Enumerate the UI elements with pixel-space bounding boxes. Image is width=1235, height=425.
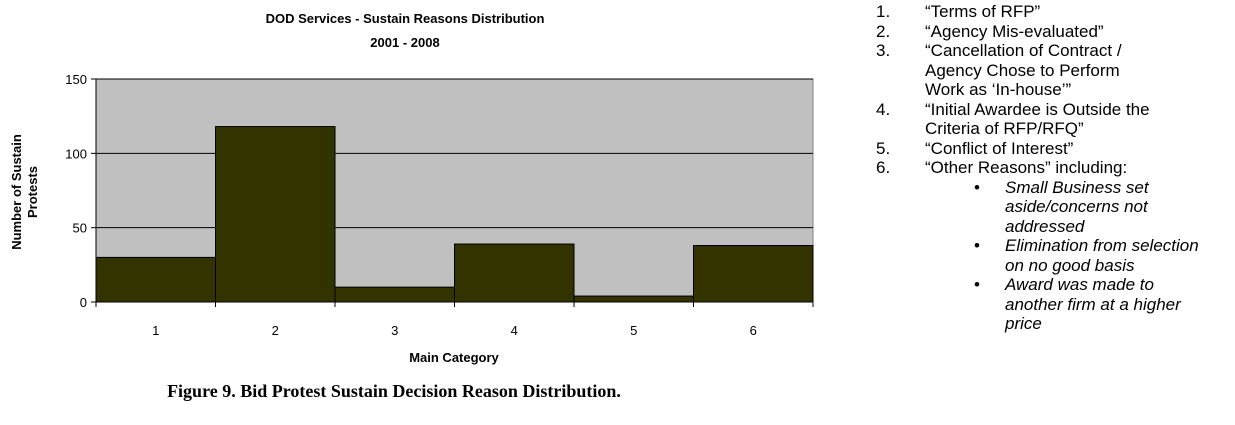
legend-subtext: aside/concerns not bbox=[1005, 197, 1148, 216]
y-axis-title-line-1: Number of Sustain bbox=[9, 134, 24, 250]
legend-subtext: price bbox=[1005, 314, 1042, 333]
x-tick-label: 5 bbox=[630, 323, 637, 338]
x-tick-label: 1 bbox=[152, 323, 159, 338]
x-tick-label: 2 bbox=[272, 323, 279, 338]
legend-text: Criteria of RFP/RFQ” bbox=[925, 119, 1084, 138]
legend-sublist: • Small Business set aside/concerns not add… bbox=[925, 178, 1226, 334]
legend-subtext: Small Business set bbox=[1005, 177, 1149, 197]
legend-subitem: • Small Business set aside/concerns not add… bbox=[974, 178, 1226, 237]
legend-number: 2. bbox=[876, 21, 891, 41]
legend-text: “Conflict of Interest” bbox=[925, 138, 1074, 158]
bar-chart: DOD Services - Sustain Reasons Distribut… bbox=[9, 11, 814, 365]
y-axis-title-line-2: Protests bbox=[25, 166, 40, 218]
legend-text: “Agency Mis-evaluated” bbox=[925, 21, 1104, 41]
bar bbox=[693, 245, 814, 303]
legend-text: Work as ‘In-house’” bbox=[925, 80, 1072, 99]
bar bbox=[215, 126, 336, 303]
legend-subtext: on no good basis bbox=[1005, 255, 1135, 275]
legend-text: “Terms of RFP” bbox=[925, 2, 1041, 21]
legend-list: 1. “Terms of RFP” 2. “Agency Mis-evaluated… bbox=[876, 2, 1226, 334]
y-tick-label: 0 bbox=[80, 295, 87, 310]
category-legend: 1. “Terms of RFP” 2. “Agency Mis-evaluated… bbox=[876, 2, 1226, 334]
legend-number: 1. bbox=[876, 2, 891, 21]
legend-text: “Other Reasons” including: bbox=[925, 158, 1128, 177]
legend-subtext: Award was made to bbox=[1005, 275, 1154, 294]
plot-area: 0 50 100 150 1 2 3 4 5 6 bbox=[65, 72, 814, 338]
x-axis-title: Main Category bbox=[409, 350, 499, 365]
legend-item: 4. “Initial Awardee is Outside the Criteri… bbox=[876, 100, 1226, 139]
legend-item: 2. “Agency Mis-evaluated” bbox=[876, 22, 1226, 42]
legend-text: Agency Chose to Perform bbox=[925, 60, 1120, 80]
legend-item: 5. “Conflict of Interest” bbox=[876, 139, 1226, 159]
bar bbox=[334, 286, 455, 303]
legend-subtext: Elimination from selection bbox=[1005, 236, 1199, 255]
legend-number: 6. bbox=[876, 158, 891, 177]
legend-subtext: another firm at a higher bbox=[1005, 294, 1181, 314]
legend-number: 3. bbox=[876, 41, 891, 60]
bar bbox=[95, 256, 216, 303]
legend-subitem: • Award was made to another firm at a high… bbox=[974, 275, 1226, 334]
chart-subtitle: 2001 - 2008 bbox=[370, 35, 439, 50]
y-tick-label: 150 bbox=[65, 72, 87, 87]
legend-number: 4. bbox=[876, 99, 891, 119]
y-tick-label: 100 bbox=[65, 146, 87, 161]
bullet-icon: • bbox=[974, 177, 980, 197]
x-tick-label: 3 bbox=[391, 323, 398, 338]
chart-title: DOD Services - Sustain Reasons Distribut… bbox=[266, 11, 545, 26]
bar bbox=[573, 295, 694, 303]
legend-text: “Cancellation of Contract / bbox=[925, 41, 1122, 60]
legend-item: 3. “Cancellation of Contract / Agency Chos… bbox=[876, 41, 1226, 100]
legend-subitem: • Elimination from selection on no good ba… bbox=[974, 236, 1226, 275]
x-tick-label: 6 bbox=[750, 323, 757, 338]
legend-item: 6. “Other Reasons” including: • Small Busi… bbox=[876, 158, 1226, 334]
legend-text: “Initial Awardee is Outside the bbox=[925, 99, 1150, 119]
legend-item: 1. “Terms of RFP” bbox=[876, 2, 1226, 22]
figure-caption: Figure 9. Bid Protest Sustain Decision R… bbox=[167, 381, 621, 401]
bullet-icon: • bbox=[974, 236, 980, 255]
x-tick-label: 4 bbox=[511, 323, 518, 338]
bar bbox=[454, 243, 575, 303]
y-tick-label: 50 bbox=[73, 221, 87, 236]
legend-number: 5. bbox=[876, 138, 891, 158]
bullet-icon: • bbox=[974, 275, 980, 294]
legend-subtext: addressed bbox=[1005, 216, 1085, 236]
